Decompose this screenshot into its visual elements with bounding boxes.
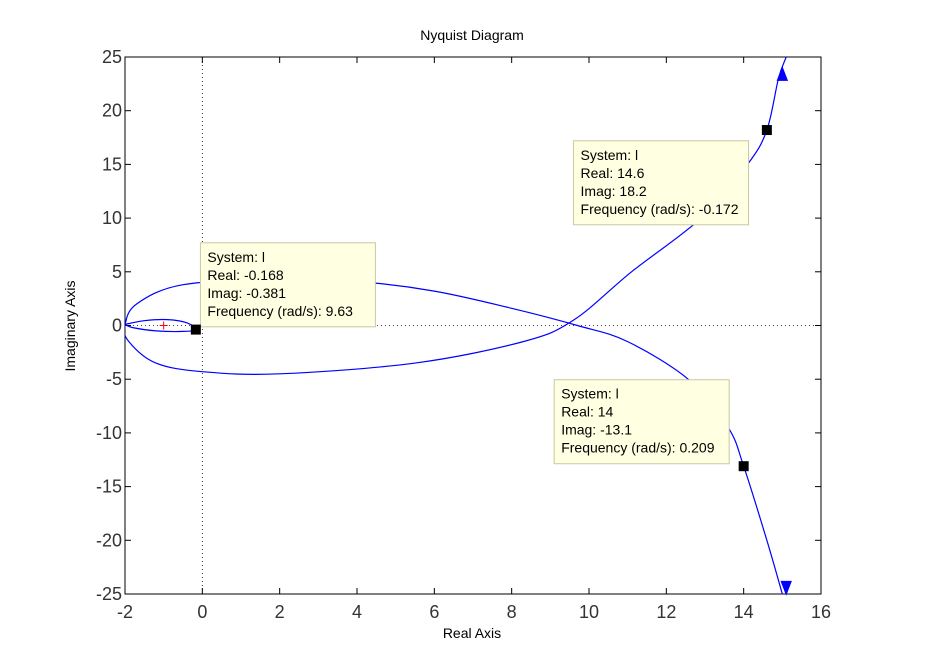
y-tick-label: -20 — [96, 530, 122, 550]
y-tick-label: 15 — [102, 154, 122, 174]
x-tick-label: -2 — [117, 602, 133, 622]
data-tip-box — [553, 379, 730, 465]
direction-arrow — [780, 580, 792, 596]
data-tip-line: Real: -0.168 — [207, 267, 283, 283]
direction-arrow — [776, 65, 789, 81]
nyquist-curve-1 — [125, 57, 787, 594]
data-tip-2: System: l Real: -0.168 Imag: -0.381 Frequen… — [190, 242, 376, 335]
data-tip-1: System: l Real: 14.6 Imag: 18.2 Frequency (… — [573, 125, 772, 226]
data-tip-line: Frequency (rad/s): 9.63 — [207, 303, 353, 319]
data-tip-3: System: l Real: 14 Imag: -13.1 Frequency (r… — [553, 379, 749, 472]
data-tips: System: l Real: 14.6 Imag: 18.2 Frequency (… — [190, 125, 772, 472]
y-axis-label: Imaginary Axis — [62, 280, 78, 371]
y-tick-label: 20 — [102, 101, 122, 121]
x-tick-label: 0 — [197, 602, 207, 622]
x-tick-label: 10 — [579, 602, 599, 622]
chart-title: Nyquist Diagram — [420, 27, 523, 43]
data-tip-line: Real: 14.6 — [581, 165, 645, 181]
y-tick-label: -5 — [106, 369, 122, 389]
x-tick-label: 14 — [734, 602, 754, 622]
x-tick-label: 6 — [429, 602, 439, 622]
y-tick-label: -10 — [96, 423, 122, 443]
x-tick-label: 4 — [352, 602, 362, 622]
data-tip-line: System: l — [561, 386, 619, 402]
data-tip-line: Imag: 18.2 — [581, 183, 647, 199]
y-tick-label: 0 — [112, 316, 122, 336]
x-axis-label: Real Axis — [443, 625, 501, 641]
x-tick-label: 12 — [656, 602, 676, 622]
data-tip-marker — [190, 324, 201, 335]
y-tick-label: 25 — [102, 47, 122, 67]
data-tip-line: Frequency (rad/s): 0.209 — [561, 440, 715, 456]
x-tick-label: 16 — [811, 602, 831, 622]
data-tip-box — [573, 140, 750, 226]
x-tick-label: 8 — [507, 602, 517, 622]
data-tip-line: System: l — [581, 147, 639, 163]
plot-area — [125, 57, 792, 596]
y-tick-label: -15 — [96, 477, 122, 497]
data-tip-box — [199, 242, 376, 328]
data-tip-line: Frequency (rad/s): -0.172 — [581, 201, 739, 217]
y-tick-label: 10 — [102, 208, 122, 228]
data-tip-line: Real: 14 — [561, 404, 613, 420]
y-tick-label: 5 — [112, 262, 122, 282]
data-tip-marker — [761, 125, 772, 136]
data-tip-line: System: l — [207, 249, 265, 265]
x-tick-label: 2 — [275, 602, 285, 622]
y-tick-label: -25 — [96, 584, 122, 604]
data-tip-marker — [738, 461, 749, 472]
data-tip-line: Imag: -13.1 — [561, 422, 632, 438]
data-tip-line: Imag: -0.381 — [207, 285, 286, 301]
